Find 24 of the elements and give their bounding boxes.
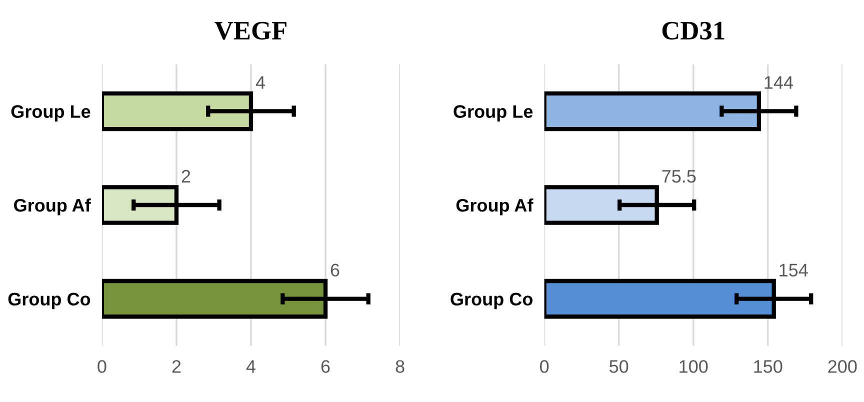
- x-tick-label: 2: [172, 360, 181, 373]
- y-tick-label: Group Le: [11, 105, 90, 122]
- data-label: 144: [764, 76, 794, 89]
- data-label: 75.5: [662, 170, 696, 183]
- x-tick-label: 50: [610, 360, 628, 373]
- chart-title: VEGF: [214, 22, 286, 40]
- y-tick-label: Group Af: [456, 198, 534, 216]
- y-tick-label: Group Co: [8, 292, 90, 310]
- y-tick-label: Group Af: [14, 198, 91, 216]
- y-tick-label: Group Co: [450, 292, 533, 310]
- data-label: 4: [256, 76, 265, 89]
- data-label: 154: [780, 264, 808, 276]
- y-tick-label: Group Le: [454, 105, 533, 122]
- x-tick-label: 0: [540, 360, 549, 373]
- data-label: 2: [182, 170, 190, 183]
- data-label: 6: [330, 264, 340, 276]
- x-tick-label: 100: [680, 360, 708, 373]
- x-tick-label: 6: [321, 360, 330, 373]
- x-tick-label: 150: [754, 360, 782, 373]
- x-tick-label: 0: [98, 360, 106, 373]
- x-tick-label: 8: [396, 360, 404, 373]
- x-tick-label: 200: [828, 360, 857, 373]
- x-tick-label: 4: [246, 360, 256, 373]
- chart-title: CD31: [662, 22, 724, 40]
